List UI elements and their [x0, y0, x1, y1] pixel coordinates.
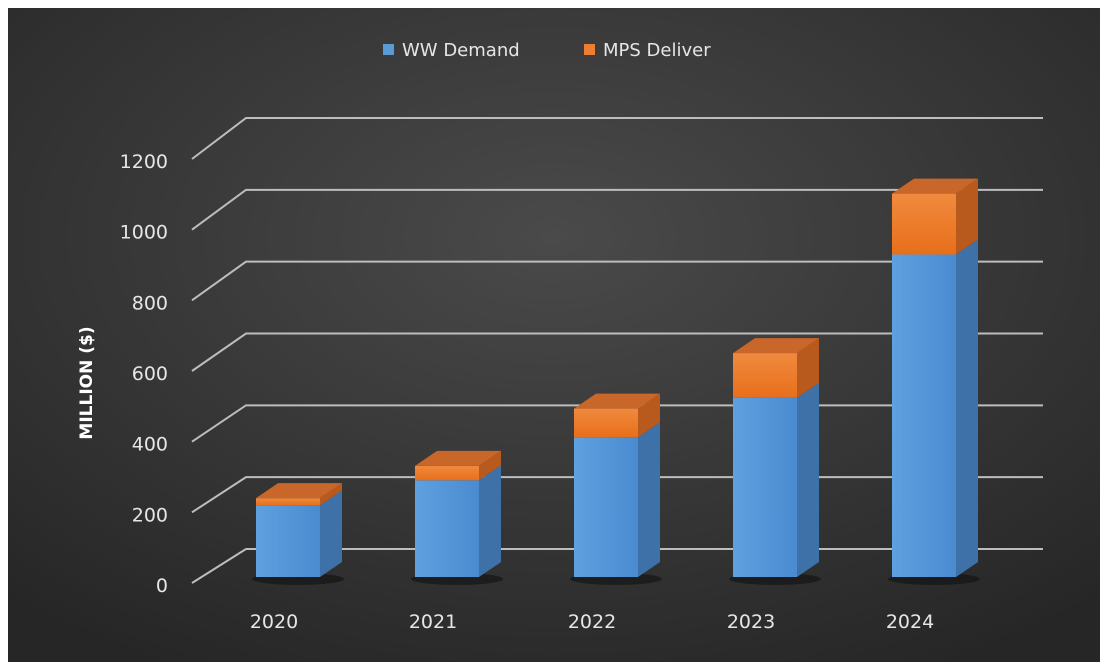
bar-mps-deliver — [733, 353, 797, 398]
bar-side-mps-deliver — [638, 393, 660, 438]
bar-mps-deliver — [574, 408, 638, 438]
bar-ww-demand — [733, 397, 797, 577]
legend-label-ww-demand: WW Demand — [402, 40, 520, 61]
y-tick-label: 800 — [132, 292, 168, 314]
bar-top — [892, 178, 978, 194]
bar-mps-deliver — [256, 498, 320, 506]
gridline — [191, 188, 1043, 231]
bar-group-2023 — [729, 338, 821, 585]
bar-side-ww-demand — [320, 490, 342, 577]
bar-side-ww-demand — [956, 239, 978, 577]
legend-label-mps-deliver: MPS Deliver — [603, 40, 711, 61]
bar-mps-deliver — [415, 465, 479, 481]
gridlines — [191, 117, 1043, 584]
bar-ww-demand — [574, 437, 638, 577]
bars — [252, 178, 980, 585]
bar-side-mps-deliver — [956, 178, 978, 255]
y-tick-label: 1200 — [120, 151, 168, 173]
bar-ww-demand — [415, 480, 479, 577]
y-axis-ticks: 0 200 400 600 800 1000 1200 — [120, 151, 168, 597]
bar-group-2020 — [252, 483, 344, 585]
y-tick-label: 1000 — [120, 222, 168, 244]
y-tick-label: 0 — [156, 575, 168, 597]
x-tick-label: 2020 — [250, 611, 298, 633]
bar-top — [574, 393, 660, 409]
x-axis-ticks: 2020 2021 2022 2023 2024 — [250, 611, 934, 633]
bar-side-ww-demand — [479, 465, 501, 577]
gridline — [191, 117, 1043, 160]
bar-mps-deliver — [892, 193, 956, 255]
bar-ww-demand — [892, 254, 956, 577]
bar-group-2021 — [411, 450, 503, 585]
bar-side-mps-deliver — [320, 483, 342, 506]
bar-side-ww-demand — [638, 422, 660, 577]
legend-swatch-ww-demand — [383, 44, 394, 55]
bar-top — [733, 338, 819, 354]
bar-group-2024 — [888, 178, 980, 585]
bar-side-mps-deliver — [479, 450, 501, 481]
x-tick-label: 2021 — [409, 611, 457, 633]
x-tick-label: 2023 — [727, 611, 775, 633]
bar-ww-demand — [256, 505, 320, 577]
x-tick-label: 2022 — [568, 611, 616, 633]
gridline — [191, 260, 1043, 302]
y-axis-label: MILLION ($) — [77, 326, 97, 439]
legend: WW Demand MPS Deliver — [383, 40, 711, 61]
y-tick-label: 600 — [132, 363, 168, 385]
x-tick-label: 2024 — [886, 611, 934, 633]
legend-swatch-mps-deliver — [584, 44, 595, 55]
bar-side-mps-deliver — [797, 338, 819, 398]
bar-top — [415, 450, 501, 466]
bar-top — [256, 483, 342, 499]
bar-group-2022 — [570, 393, 662, 585]
y-tick-label: 200 — [132, 504, 168, 526]
y-tick-label: 400 — [132, 434, 168, 456]
bar-side-ww-demand — [797, 382, 819, 577]
gridline — [191, 332, 1043, 372]
